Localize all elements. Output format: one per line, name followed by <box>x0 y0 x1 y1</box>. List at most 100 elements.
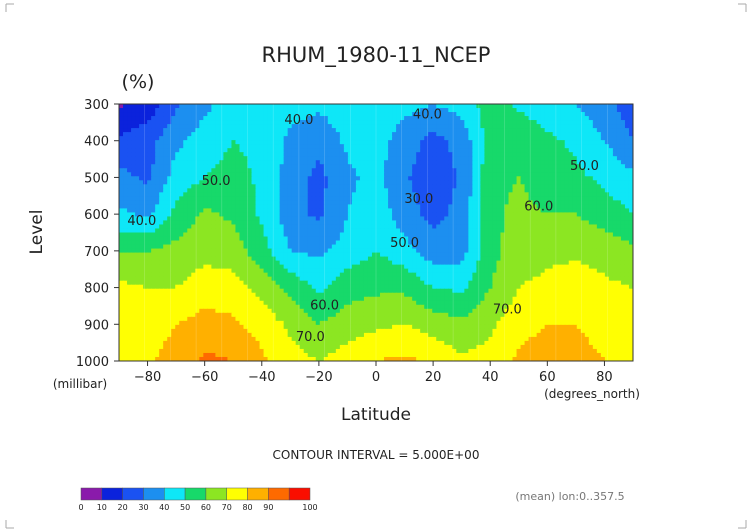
field-cell <box>135 140 140 145</box>
field-cell <box>211 120 216 125</box>
field-cell <box>380 192 385 197</box>
field-cell <box>452 128 457 133</box>
field-cell <box>448 204 453 210</box>
field-cell <box>271 164 277 169</box>
field-cell <box>123 216 128 222</box>
field-cell <box>576 236 582 242</box>
field-cell <box>139 248 144 254</box>
field-cell <box>275 244 281 250</box>
field-cell <box>428 172 433 177</box>
field-cell <box>468 172 473 177</box>
field-cell <box>440 112 445 117</box>
field-cell <box>199 192 204 197</box>
field-cell <box>484 216 490 222</box>
field-cell <box>307 224 313 230</box>
field-cell <box>195 180 200 185</box>
field-cell <box>147 228 152 234</box>
field-cell <box>271 236 277 242</box>
field-cell <box>355 128 361 133</box>
field-cell <box>163 116 168 121</box>
field-cell <box>516 172 522 177</box>
field-cell <box>604 144 610 149</box>
field-cell <box>444 196 449 201</box>
field-cell <box>139 128 144 133</box>
field-cell <box>327 160 333 165</box>
field-cell <box>384 108 389 113</box>
field-cell <box>227 204 233 210</box>
field-cell <box>604 192 610 197</box>
field-cell <box>131 232 136 238</box>
field-cell <box>580 188 586 193</box>
field-cell <box>412 228 417 234</box>
field-cell <box>199 224 204 230</box>
field-cell <box>367 104 373 109</box>
field-cell <box>428 196 433 201</box>
field-cell <box>119 216 124 222</box>
field-cell <box>331 208 337 214</box>
field-cell <box>251 108 257 113</box>
field-cell <box>187 120 192 125</box>
field-cell <box>472 192 477 197</box>
field-cell <box>436 228 441 234</box>
field-cell <box>496 144 502 149</box>
field-cell <box>303 196 309 201</box>
field-cell <box>183 104 188 109</box>
field-cell <box>195 224 200 230</box>
field-cell <box>428 112 433 117</box>
field-cell <box>584 236 590 242</box>
field-cell <box>500 252 506 258</box>
field-cell <box>484 240 490 246</box>
field-cell <box>416 136 421 141</box>
field-cell <box>432 252 437 258</box>
field-cell <box>335 240 341 246</box>
field-cell <box>512 144 518 149</box>
field-cell <box>528 120 534 125</box>
field-cell <box>588 212 594 218</box>
field-cell <box>295 232 301 238</box>
field-cell <box>167 140 172 145</box>
field-cell <box>319 156 325 161</box>
field-cell <box>484 192 490 197</box>
field-cell <box>143 124 148 129</box>
field-cell <box>612 108 618 113</box>
field-cell <box>339 252 345 258</box>
field-cell <box>588 136 594 141</box>
field-cell <box>159 204 164 210</box>
field-cell <box>492 140 498 145</box>
field-cell <box>484 236 490 242</box>
field-cell <box>376 168 381 173</box>
field-cell <box>416 232 421 238</box>
field-cell <box>452 172 457 177</box>
field-cell <box>163 120 168 125</box>
field-cell <box>135 108 140 113</box>
field-cell <box>139 188 144 193</box>
field-cell <box>600 244 606 250</box>
field-cell <box>319 160 325 165</box>
field-cell <box>143 220 148 226</box>
field-cell <box>620 104 626 109</box>
field-cell <box>175 140 180 145</box>
field-cell <box>211 104 216 109</box>
field-cell <box>608 140 614 145</box>
field-cell <box>628 240 633 246</box>
field-cell <box>520 172 526 177</box>
field-cell <box>508 132 514 137</box>
field-cell <box>540 108 546 113</box>
field-cell <box>608 252 614 258</box>
field-cell <box>424 240 429 246</box>
field-cell <box>468 184 473 189</box>
field-cell <box>371 192 377 197</box>
field-cell <box>315 256 321 262</box>
field-cell <box>472 252 477 258</box>
field-cell <box>311 168 317 173</box>
field-cell <box>476 232 482 238</box>
field-cell <box>247 228 253 234</box>
field-cell <box>171 244 176 250</box>
field-cell <box>219 108 225 113</box>
field-cell <box>612 116 618 121</box>
field-cell <box>147 108 152 113</box>
field-cell <box>556 108 562 113</box>
field-cell <box>303 240 309 246</box>
field-cell <box>215 176 220 181</box>
field-cell <box>532 184 538 189</box>
